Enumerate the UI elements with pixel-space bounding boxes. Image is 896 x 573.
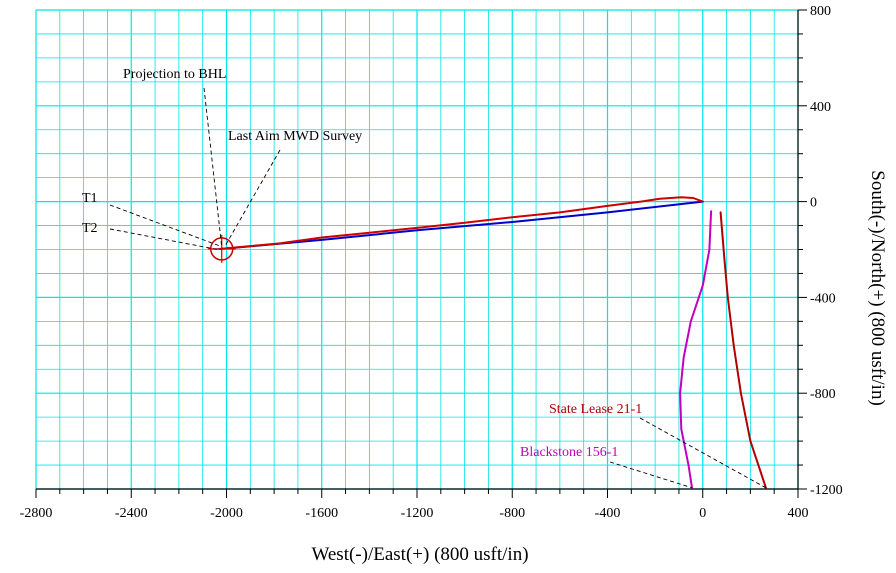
x-tick-label: -2400 bbox=[115, 506, 148, 521]
annotation-leader bbox=[225, 149, 281, 246]
annotation-leader bbox=[203, 87, 223, 247]
annotation-leader bbox=[109, 228, 220, 251]
y-tick-label: 400 bbox=[810, 100, 831, 115]
y-axis-title: South(-)/North(+) (800 usft/in) bbox=[867, 170, 888, 406]
y-tick-label: -1200 bbox=[810, 483, 843, 498]
x-axis-title: West(-)/East(+) (800 usft/in) bbox=[311, 544, 528, 565]
blackstone-156-1-line bbox=[679, 210, 713, 489]
x-tick-label: -2000 bbox=[210, 506, 243, 521]
y-axis-ticks: 800 400 0 -400 -800 -1200 bbox=[798, 4, 843, 498]
x-tick-label: -400 bbox=[595, 506, 621, 521]
annotations: Projection to BHL Last Aim MWD Survey T1 T2… bbox=[82, 67, 767, 489]
y-tick-label: -800 bbox=[810, 387, 836, 402]
x-tick-label: 0 bbox=[699, 506, 706, 521]
y-tick-label: 0 bbox=[810, 196, 817, 211]
x-tick-label: -1600 bbox=[305, 506, 338, 521]
x-tick-label: 400 bbox=[788, 506, 809, 521]
x-axis-ticks: -2800 -2400 -2000 -1600 -1200 -800 -400 0 400 bbox=[20, 489, 809, 521]
y-tick-label: 800 bbox=[810, 4, 831, 19]
x-tick-label: -1200 bbox=[401, 506, 434, 521]
annotation-leader bbox=[109, 204, 220, 247]
blackstone-156-1-label: Blackstone 156-1 bbox=[520, 445, 618, 460]
x-tick-label: -2800 bbox=[20, 506, 53, 521]
annotation-leader bbox=[639, 417, 767, 489]
grid-major bbox=[35, 9, 799, 490]
x-tick-label: -800 bbox=[499, 506, 525, 521]
series-group bbox=[218, 196, 767, 489]
y-tick-label: -400 bbox=[810, 291, 836, 306]
annotation-leader bbox=[609, 461, 693, 489]
actual-wellpath-line bbox=[218, 196, 704, 250]
t1-label: T1 bbox=[82, 191, 98, 206]
last-aim-mwd-survey-label: Last Aim MWD Survey bbox=[228, 129, 362, 144]
state-lease-21-1-line bbox=[719, 211, 767, 489]
state-lease-21-1-label: State Lease 21-1 bbox=[549, 402, 642, 417]
t2-label: T2 bbox=[82, 221, 98, 236]
projection-to-bhl-label: Projection to BHL bbox=[123, 67, 226, 82]
